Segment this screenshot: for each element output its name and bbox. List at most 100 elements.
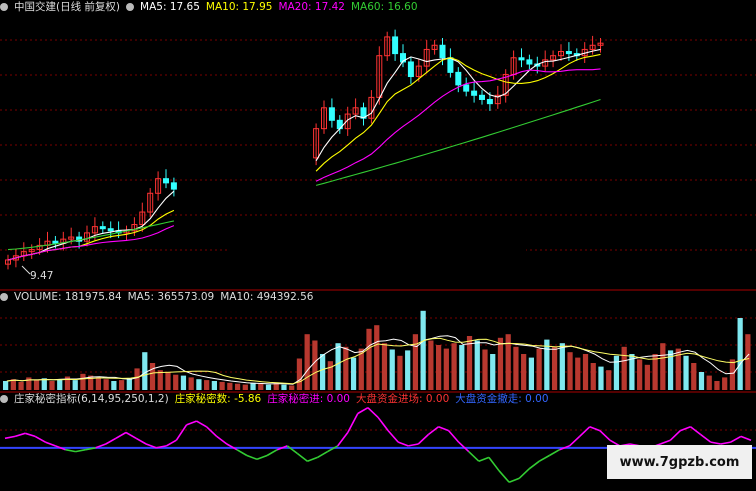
indicator-legend-3: 大盘资金进场: 0.00: [356, 392, 450, 405]
indicator-segment: [34, 435, 46, 443]
volume-bar: [459, 345, 465, 390]
indicator-segment: [327, 445, 339, 453]
volume-bar: [420, 310, 426, 390]
volume-bar: [320, 354, 326, 390]
candle-body: [328, 107, 335, 121]
volume-bar: [165, 372, 171, 390]
indicator-segment: [65, 448, 76, 453]
indicator-segment: [186, 420, 197, 426]
ma20-label: MA20: 17.42: [278, 0, 345, 13]
main-panel-header: 中国交建(日线 前复权) MA5: 17.65 MA10: 17.95 MA20…: [0, 0, 418, 13]
volume-bar: [227, 382, 233, 390]
volume-bar: [296, 358, 303, 390]
volume-bar: [157, 370, 163, 390]
volume-ma5-label: MA5: 365573.09: [127, 290, 215, 303]
indicator-segment: [156, 445, 167, 449]
volume-bar: [304, 334, 310, 390]
volume-bar: [343, 346, 349, 390]
low-price-marker: 9.47: [30, 270, 54, 282]
candle-body: [494, 94, 501, 105]
indicator-legend-4: 大盘资金撤走: 0.00: [455, 392, 549, 405]
indicator-segment: [4, 435, 16, 440]
settings-icon[interactable]: [126, 2, 135, 11]
indicator-segment: [206, 426, 218, 437]
indicator-segment: [579, 426, 591, 437]
candle-body: [439, 44, 446, 59]
indicator-title: 庄家秘密指标(6,14,95,250,1,2): [14, 392, 169, 405]
volume-bar: [335, 343, 341, 390]
indicator-segment: [568, 435, 581, 447]
volume-bar: [3, 381, 9, 390]
volume-bar: [667, 350, 674, 390]
volume-bar: [606, 370, 612, 390]
volume-bar: [289, 385, 295, 390]
candle-body: [392, 36, 399, 55]
volume-bar: [265, 384, 272, 390]
indicator-segment: [226, 443, 238, 451]
volume-bar: [258, 383, 264, 390]
candle-body: [526, 59, 533, 65]
volume-menu-icon[interactable]: [0, 292, 8, 301]
volume-bar: [149, 363, 156, 390]
volume-bar: [505, 334, 511, 390]
candle-body: [91, 226, 98, 234]
ma20-line: [7, 225, 175, 261]
volume-bar: [598, 366, 604, 390]
volume-bar: [706, 375, 712, 390]
volume-bar: [88, 375, 94, 390]
volume-bar: [273, 382, 279, 390]
candle-body: [558, 51, 564, 57]
candle-body: [565, 51, 572, 55]
volume-bar: [544, 339, 550, 390]
indicator-segment: [246, 454, 258, 461]
volume-bar: [196, 379, 202, 390]
ma20-line: [315, 68, 601, 182]
indicator-segment: [307, 456, 318, 462]
candle-body: [415, 65, 422, 78]
indicator-segment: [55, 445, 66, 451]
volume-bar: [95, 377, 102, 390]
indicator-segment: [387, 430, 399, 443]
candle-body: [147, 192, 154, 213]
candle-body: [518, 57, 525, 61]
volume-bar: [745, 334, 751, 390]
candle-body: [486, 98, 493, 105]
candle-body: [321, 107, 327, 130]
candle-body: [471, 90, 478, 96]
candle-body: [68, 236, 75, 240]
indicator-segment: [24, 432, 36, 438]
volume-bar: [80, 373, 86, 390]
candle-body: [597, 42, 604, 46]
indicator-legend-1: 庄家秘密数: -5.86: [174, 392, 262, 405]
indicator-segment: [710, 441, 721, 445]
volume-bar: [559, 343, 565, 390]
ma60-line: [315, 98, 601, 186]
volume-bar: [629, 354, 635, 390]
indicator-segment: [468, 451, 480, 462]
volume-bar: [350, 357, 357, 390]
candle-body: [99, 226, 106, 230]
ma5-line: [315, 48, 601, 162]
candle-body: [384, 36, 391, 57]
volume-bar: [722, 377, 728, 390]
panel-menu-icon[interactable]: [0, 2, 8, 11]
volume-bar: [33, 380, 40, 390]
volume-bar: [366, 328, 372, 390]
candle-body: [28, 249, 35, 253]
low-price-arrow: [21, 265, 31, 275]
watermark: www.7gpzb.com: [607, 445, 752, 479]
volume-bar: [435, 345, 442, 390]
candle-body: [550, 55, 557, 61]
indicator-segment: [45, 441, 56, 447]
candle-body: [163, 178, 169, 184]
indicator-segment: [165, 439, 177, 447]
candle-body: [455, 71, 462, 86]
volume-bar: [57, 379, 63, 390]
indicator-segment: [730, 435, 742, 443]
volume-bar: [575, 357, 581, 390]
volume-bar: [582, 354, 589, 390]
volume-bar: [521, 354, 527, 390]
volume-bar: [72, 380, 78, 390]
indicator-menu-icon[interactable]: [0, 394, 8, 403]
indicator-segment: [14, 432, 26, 438]
